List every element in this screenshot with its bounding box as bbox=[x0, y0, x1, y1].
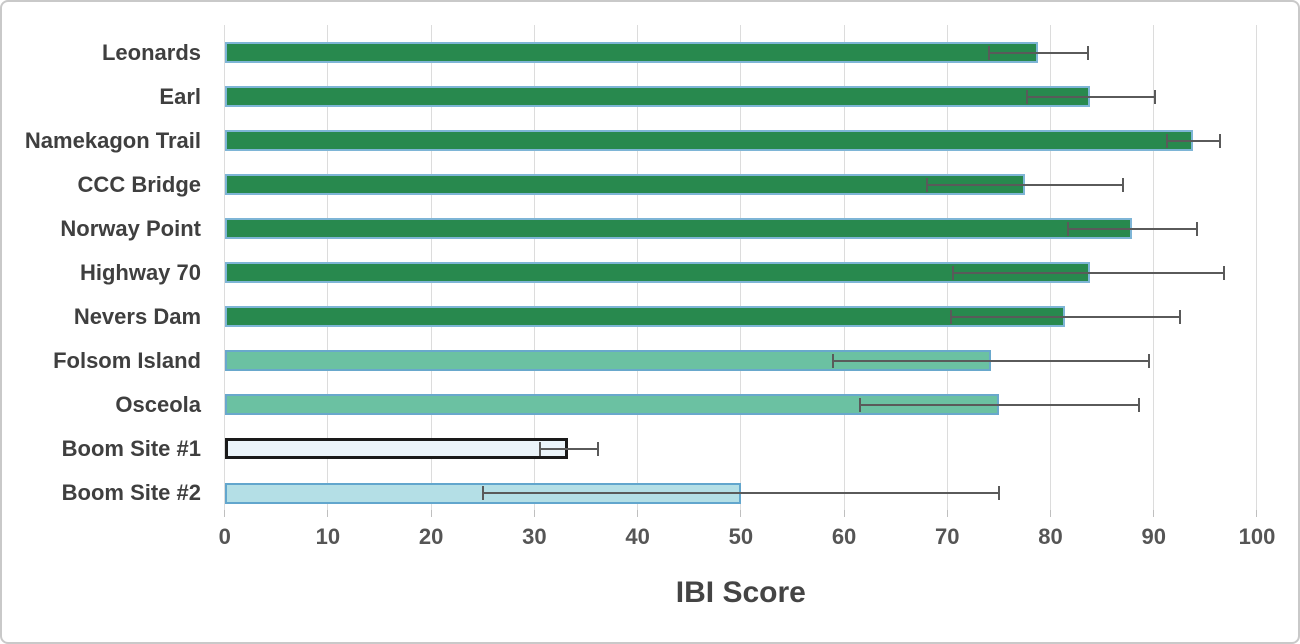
tick-mark-50 bbox=[740, 510, 742, 517]
error-cap-low-norway-point bbox=[1067, 221, 1070, 236]
bar-norway-point bbox=[224, 218, 1133, 240]
category-label-namekagon-trail: Namekagon Trail bbox=[24, 127, 201, 153]
tick-label-40: 40 bbox=[625, 524, 650, 549]
tick-mark-10 bbox=[327, 510, 329, 517]
category-label-leonards: Leonards bbox=[101, 39, 201, 65]
tick-mark-60 bbox=[843, 510, 845, 517]
error-bar-osceola bbox=[859, 403, 1140, 406]
error-bar-highway-70 bbox=[953, 271, 1224, 274]
bar-nevers-dam bbox=[224, 306, 1065, 328]
error-cap-high-nevers-dam bbox=[1178, 309, 1181, 324]
tick-mark-100 bbox=[1256, 510, 1258, 517]
tick-label-30: 30 bbox=[522, 524, 547, 549]
tick-label-90: 90 bbox=[1141, 524, 1166, 549]
bar-ccc-bridge bbox=[224, 174, 1025, 196]
error-cap-high-boom-site-1 bbox=[597, 441, 600, 456]
category-label-nevers-dam: Nevers Dam bbox=[73, 303, 201, 329]
error-bar-boom-site-2 bbox=[482, 492, 999, 494]
category-label-norway-point: Norway Point bbox=[60, 215, 201, 241]
tick-mark-90 bbox=[1153, 510, 1155, 517]
tick-mark-30 bbox=[533, 510, 535, 517]
tick-label-50: 50 bbox=[728, 524, 754, 549]
x-axis-title: IBI Score bbox=[675, 576, 806, 609]
plot-area bbox=[224, 25, 1258, 510]
error-cap-low-highway-70 bbox=[952, 265, 955, 280]
error-bar-ccc-bridge bbox=[926, 183, 1123, 186]
error-cap-low-earl bbox=[1025, 89, 1028, 104]
bar-leonards bbox=[224, 42, 1039, 63]
error-cap-high-osceola bbox=[1138, 397, 1141, 412]
category-label-earl: Earl bbox=[159, 83, 201, 109]
category-label-boom-site-1: Boom Site #1 bbox=[61, 435, 201, 461]
error-cap-high-namekagon-trail bbox=[1218, 133, 1221, 148]
error-cap-low-leonards bbox=[987, 45, 990, 60]
category-label-highway-70: Highway 70 bbox=[79, 259, 201, 285]
error-bar-nevers-dam bbox=[951, 315, 1180, 318]
error-cap-high-folsom-island bbox=[1147, 353, 1150, 368]
gridline-90 bbox=[1153, 25, 1155, 510]
tick-label-100: 100 bbox=[1238, 524, 1276, 549]
tick-mark-0 bbox=[224, 510, 226, 517]
error-cap-low-ccc-bridge bbox=[925, 177, 928, 192]
tick-label-0: 0 bbox=[218, 524, 231, 549]
tick-label-60: 60 bbox=[831, 524, 857, 549]
gridline-100 bbox=[1256, 25, 1258, 510]
tick-label-80: 80 bbox=[1038, 524, 1063, 549]
category-label-ccc-bridge: CCC Bridge bbox=[77, 171, 201, 197]
tick-mark-20 bbox=[430, 510, 432, 517]
tick-label-20: 20 bbox=[418, 524, 444, 549]
bar-namekagon-trail bbox=[224, 130, 1193, 152]
error-cap-low-namekagon-trail bbox=[1166, 133, 1169, 148]
bar-earl bbox=[224, 86, 1090, 108]
category-axis: Leonards Earl Namekagon Trail CCC Bridge Nor… bbox=[2, 25, 207, 510]
tick-label-10: 10 bbox=[315, 524, 341, 549]
tick-mark-40 bbox=[637, 510, 639, 517]
error-cap-low-boom-site-1 bbox=[538, 441, 541, 456]
tick-mark-80 bbox=[1050, 510, 1052, 517]
error-bar-earl bbox=[1026, 95, 1155, 98]
category-label-boom-site-2: Boom Site #2 bbox=[61, 480, 201, 505]
error-cap-low-boom-site-2 bbox=[481, 486, 484, 500]
error-cap-high-boom-site-2 bbox=[997, 486, 1000, 500]
error-cap-high-ccc-bridge bbox=[1121, 177, 1124, 192]
error-cap-high-leonards bbox=[1086, 45, 1089, 60]
error-cap-low-folsom-island bbox=[831, 353, 834, 368]
error-cap-low-osceola bbox=[858, 397, 861, 412]
error-bar-namekagon-trail bbox=[1167, 139, 1220, 142]
tick-label-70: 70 bbox=[935, 524, 960, 549]
error-cap-high-norway-point bbox=[1196, 221, 1199, 236]
error-bar-folsom-island bbox=[832, 359, 1149, 362]
error-cap-high-highway-70 bbox=[1222, 265, 1225, 280]
category-label-folsom-island: Folsom Island bbox=[53, 347, 201, 373]
bar-boom-site-1 bbox=[224, 438, 569, 460]
error-cap-high-earl bbox=[1153, 89, 1156, 104]
category-label-osceola: Osceola bbox=[115, 391, 201, 417]
error-bar-boom-site-1 bbox=[539, 447, 599, 450]
error-cap-low-nevers-dam bbox=[950, 309, 953, 324]
error-bar-leonards bbox=[988, 51, 1088, 54]
error-bar-norway-point bbox=[1068, 227, 1198, 230]
tick-mark-70 bbox=[946, 510, 948, 517]
x-axis: 0 10 20 30 40 50 60 70 80 90 100 bbox=[219, 510, 1275, 580]
